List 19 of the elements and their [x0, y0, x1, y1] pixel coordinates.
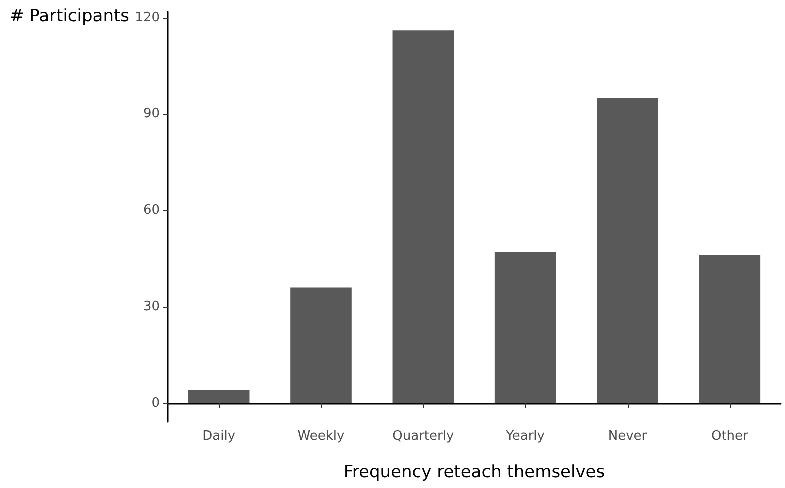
bar — [597, 98, 658, 404]
y-tick-label: 0 — [152, 396, 160, 411]
x-axis-title: Frequency reteach themselves — [344, 462, 606, 482]
bar — [392, 30, 454, 404]
x-tick-label: Weekly — [298, 429, 346, 444]
bar — [188, 390, 250, 404]
x-tick-label: Daily — [202, 429, 236, 444]
x-tick-label: Never — [608, 429, 648, 444]
bar — [699, 256, 761, 404]
x-tick-label: Other — [711, 429, 750, 444]
y-tick-label: 120 — [135, 10, 160, 26]
y-tick-label: 30 — [143, 299, 160, 314]
bar — [494, 252, 556, 404]
y-tick-label: 60 — [143, 203, 160, 218]
bar — [290, 288, 352, 404]
x-tick-label: Quarterly — [392, 429, 454, 444]
y-axis-title: # Participants — [10, 6, 130, 26]
x-tick-label: Yearly — [505, 429, 546, 444]
y-tick-label: 90 — [143, 106, 160, 122]
